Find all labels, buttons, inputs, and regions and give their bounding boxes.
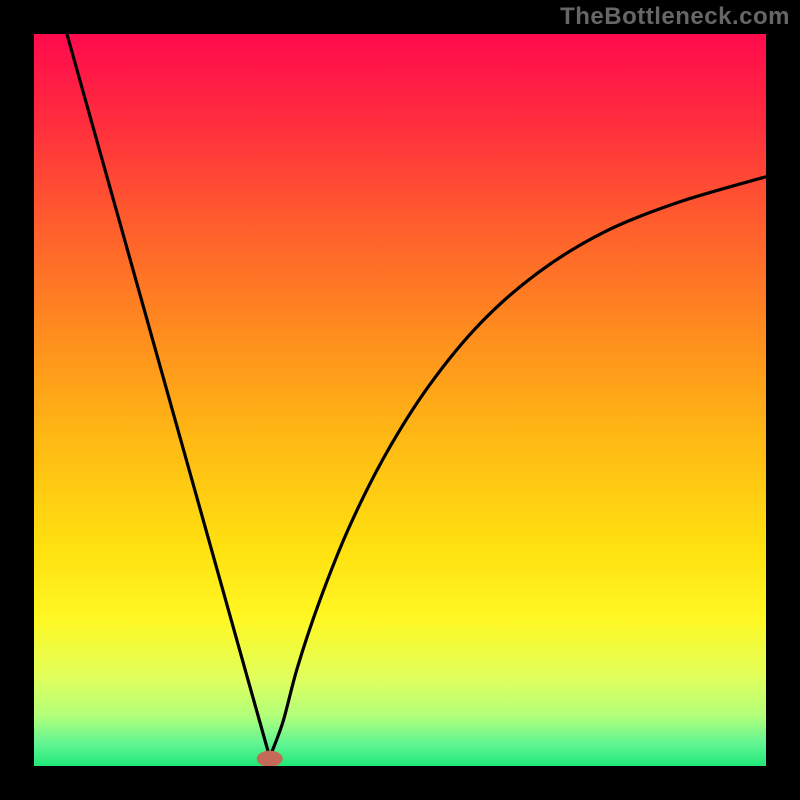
watermark-text: TheBottleneck.com	[560, 3, 790, 31]
bottleneck-curve-chart	[0, 0, 800, 800]
optimum-marker	[257, 751, 283, 767]
chart-frame: TheBottleneck.com	[0, 0, 800, 800]
plot-background	[34, 34, 766, 766]
